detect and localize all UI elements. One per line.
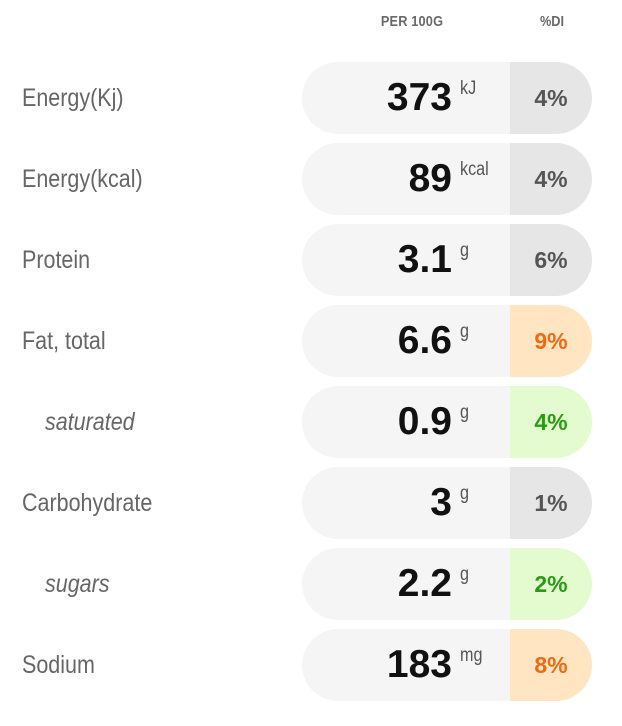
nutrient-label: Fat, total — [22, 327, 106, 355]
nutrient-unit: kJ — [460, 78, 477, 99]
daily-intake-badge: 2% — [510, 548, 592, 620]
per-100g-header: PER 100G — [380, 13, 444, 30]
nutrient-unit: g — [460, 483, 469, 504]
nutrient-row-fat-total: Fat, total 6.6 g 9% — [0, 305, 622, 377]
daily-intake-badge: 8% — [510, 629, 592, 701]
nutrient-value-pill: 3.1 g 6% — [302, 224, 592, 296]
nutrient-row-energy-kcal: Energy(kcal) 89 kcal 4% — [0, 143, 622, 215]
nutrient-value: 3.1 — [397, 238, 452, 281]
nutrition-header: PER 100G %DI — [0, 0, 622, 46]
nutrient-value: 89 — [408, 157, 452, 200]
daily-intake-badge: 6% — [510, 224, 592, 296]
nutrient-unit: g — [460, 564, 469, 585]
nutrient-row-sodium: Sodium 183 mg 8% — [0, 629, 622, 701]
nutrient-label: Energy(Kj) — [22, 84, 124, 112]
nutrient-value-pill: 89 kcal 4% — [302, 143, 592, 215]
nutrient-unit: g — [460, 321, 469, 342]
nutrient-value-pill: 3 g 1% — [302, 467, 592, 539]
nutrient-unit: mg — [460, 645, 483, 666]
nutrient-label: Protein — [22, 246, 91, 274]
nutrient-sublabel: saturated — [45, 408, 135, 436]
nutrient-unit: g — [460, 240, 469, 261]
nutrient-value-pill: 6.6 g 9% — [302, 305, 592, 377]
nutrient-value-pill: 0.9 g 4% — [302, 386, 592, 458]
daily-intake-badge: 4% — [510, 62, 592, 134]
nutrient-label: Carbohydrate — [22, 489, 153, 517]
nutrient-label: Sodium — [22, 651, 95, 679]
nutrient-value: 373 — [386, 76, 452, 119]
nutrient-label: Energy(kcal) — [22, 165, 143, 193]
nutrient-unit: g — [460, 402, 469, 423]
nutrient-value: 3 — [430, 481, 452, 524]
nutrient-sublabel: sugars — [45, 570, 110, 598]
nutrient-rows: Energy(Kj) 373 kJ 4% Energy(kcal) 89 kca… — [0, 62, 622, 710]
nutrient-value: 0.9 — [397, 400, 452, 443]
nutrient-row-energy-kj: Energy(Kj) 373 kJ 4% — [0, 62, 622, 134]
nutrient-row-saturated: saturated 0.9 g 4% — [0, 386, 622, 458]
daily-intake-badge: 4% — [510, 386, 592, 458]
nutrient-value-pill: 2.2 g 2% — [302, 548, 592, 620]
daily-intake-badge: 9% — [510, 305, 592, 377]
daily-intake-badge: 4% — [510, 143, 592, 215]
daily-intake-header: %DI — [539, 13, 565, 30]
nutrient-value-pill: 183 mg 8% — [302, 629, 592, 701]
nutrient-value: 6.6 — [397, 319, 452, 362]
nutrient-row-protein: Protein 3.1 g 6% — [0, 224, 622, 296]
nutrient-value: 183 — [386, 643, 452, 686]
nutrient-value-pill: 373 kJ 4% — [302, 62, 592, 134]
nutrient-row-sugars: sugars 2.2 g 2% — [0, 548, 622, 620]
nutrient-row-carbohydrate: Carbohydrate 3 g 1% — [0, 467, 622, 539]
daily-intake-badge: 1% — [510, 467, 592, 539]
nutrient-unit: kcal — [460, 159, 489, 180]
nutrient-value: 2.2 — [397, 562, 452, 605]
